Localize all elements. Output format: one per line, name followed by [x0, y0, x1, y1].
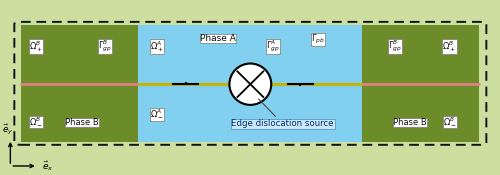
Text: $\Gamma_{pb}$: $\Gamma_{pb}$: [310, 33, 324, 46]
Text: Edge dislocation source: Edge dislocation source: [232, 99, 334, 128]
Text: $\vec{e}_y$: $\vec{e}_y$: [2, 123, 14, 137]
Text: $\Omega_+^B$: $\Omega_+^B$: [442, 39, 456, 54]
Text: $\Gamma_{gp}^B$: $\Gamma_{gp}^B$: [98, 38, 112, 54]
Text: $\Omega_-^B$: $\Omega_-^B$: [442, 116, 456, 128]
Text: $\Omega_-^A$: $\Omega_-^A$: [150, 108, 164, 120]
Bar: [22, 25, 138, 142]
Text: Phase A: Phase A: [200, 34, 236, 43]
Ellipse shape: [230, 64, 272, 105]
Bar: [362, 25, 480, 142]
Text: $\Omega_-^B$: $\Omega_-^B$: [30, 116, 43, 128]
Text: Phase B: Phase B: [393, 118, 426, 127]
Bar: [138, 25, 362, 142]
Text: $\Gamma_{gp}^A$: $\Gamma_{gp}^A$: [266, 38, 280, 54]
Text: $\vec{e}_x$: $\vec{e}_x$: [42, 159, 53, 173]
Text: $\Omega_+^B$: $\Omega_+^B$: [29, 39, 43, 54]
Text: $\Gamma_{gp}^B$: $\Gamma_{gp}^B$: [388, 38, 402, 54]
Text: Phase B: Phase B: [65, 118, 99, 127]
Text: $\Omega_+^A$: $\Omega_+^A$: [150, 39, 164, 54]
